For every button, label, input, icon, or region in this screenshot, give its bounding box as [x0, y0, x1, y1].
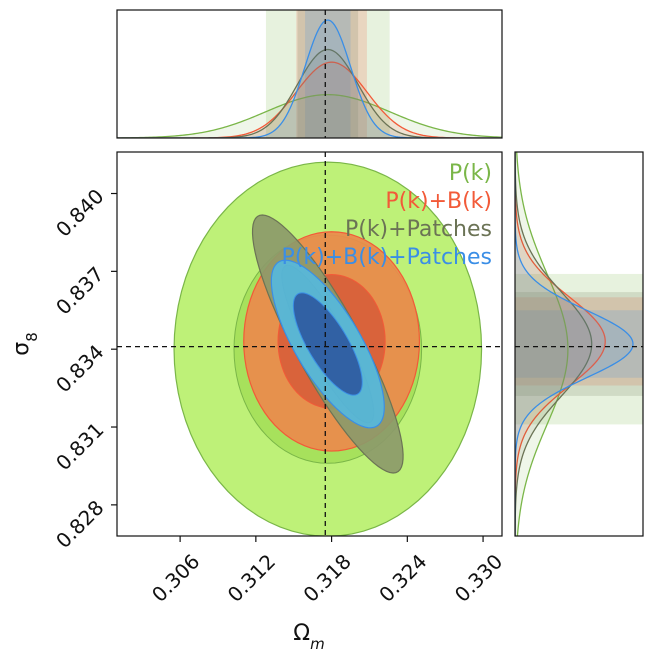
legend-entry-pk: P(k): [449, 161, 492, 186]
top-fill-pk-bk-patches: [117, 20, 502, 138]
right-fill-pk-bk-patches: [515, 152, 633, 536]
top-marginal-panel: [116, 9, 503, 139]
top-fill-pk-bk: [117, 62, 502, 138]
x-tick-label-3: 0.324: [374, 549, 431, 606]
main-contour-panel: 0.306 0.312 0.318 0.324 0.330 0.828 0.831 0.83…: [51, 151, 507, 607]
legend-entry-pk-bk-patches: P(k)+B(k)+Patches: [282, 245, 492, 270]
top-band-pk-bk: [296, 10, 367, 138]
right-band-pk-bk-patches: [515, 310, 643, 378]
right-fill-pk-bk: [515, 152, 606, 536]
y-tick-label-0: 0.828: [51, 495, 108, 552]
main-panel-frame: [116, 151, 503, 537]
right-curve-pk-patches: [515, 152, 593, 536]
y-tick-label-4: 0.840: [51, 184, 108, 241]
right-curve-pk-bk: [515, 152, 606, 536]
x-tick-label-4: 0.330: [450, 549, 507, 606]
legend: P(k) P(k)+B(k) P(k)+Patches P(k)+B(k)+Pa…: [282, 161, 492, 270]
contour-1sigma-pk-bk-patches: [292, 292, 363, 396]
top-curve-pk-bk-patches: [117, 19, 502, 138]
top-panel-frame: [116, 9, 503, 139]
legend-entry-pk-bk: P(k)+B(k): [385, 189, 492, 214]
right-marginal-panel: [514, 151, 644, 537]
x-axis-title: Ωm: [293, 621, 324, 653]
right-curve-pk: [516, 152, 569, 536]
y-tick-label-1: 0.831: [51, 418, 108, 475]
x-tick-label-0: 0.306: [147, 549, 204, 606]
legend-entry-pk-patches: P(k)+Patches: [345, 217, 492, 242]
right-fill-pk-patches: [515, 152, 592, 536]
top-curve-pk: [117, 94, 502, 138]
y-tick-label-2: 0.834: [51, 340, 108, 397]
right-panel-frame: [514, 151, 644, 537]
top-band-pk-patches: [297, 10, 359, 138]
top-band-pk-bk-patches: [305, 10, 351, 138]
x-tick-label-2: 0.318: [298, 549, 355, 606]
x-tick-label-1: 0.312: [223, 549, 280, 606]
top-fill-pk-patches: [117, 49, 502, 138]
y-axis-title: σ8: [9, 332, 41, 356]
top-band-pk: [265, 10, 390, 138]
right-band-pk: [515, 273, 643, 425]
top-fill-pk: [117, 94, 502, 138]
y-tick-label-3: 0.837: [51, 262, 108, 319]
